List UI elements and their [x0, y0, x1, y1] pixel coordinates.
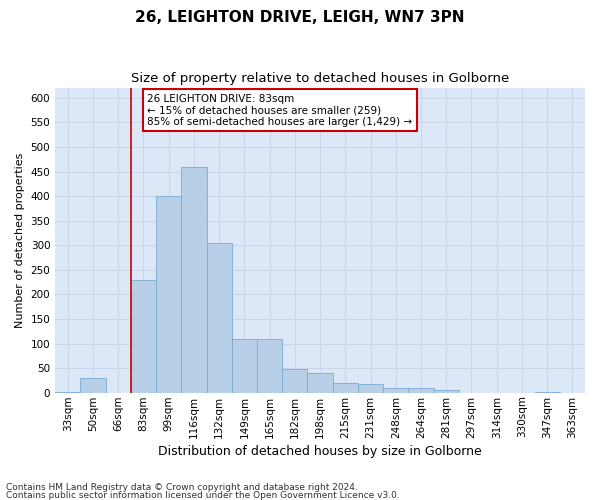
- Bar: [383, 388, 409, 392]
- Text: Contains public sector information licensed under the Open Government Licence v3: Contains public sector information licen…: [6, 490, 400, 500]
- Bar: [282, 369, 307, 392]
- Bar: [358, 384, 383, 392]
- Bar: [434, 390, 459, 392]
- Bar: [332, 383, 358, 392]
- Bar: [80, 378, 106, 392]
- Bar: [409, 388, 434, 392]
- X-axis label: Distribution of detached houses by size in Golborne: Distribution of detached houses by size …: [158, 444, 482, 458]
- Bar: [232, 338, 257, 392]
- Bar: [257, 338, 282, 392]
- Bar: [156, 196, 181, 392]
- Bar: [181, 166, 206, 392]
- Bar: [206, 243, 232, 392]
- Y-axis label: Number of detached properties: Number of detached properties: [15, 152, 25, 328]
- Bar: [307, 373, 332, 392]
- Text: 26 LEIGHTON DRIVE: 83sqm
← 15% of detached houses are smaller (259)
85% of semi-: 26 LEIGHTON DRIVE: 83sqm ← 15% of detach…: [147, 94, 412, 127]
- Bar: [131, 280, 156, 392]
- Text: Contains HM Land Registry data © Crown copyright and database right 2024.: Contains HM Land Registry data © Crown c…: [6, 484, 358, 492]
- Title: Size of property relative to detached houses in Golborne: Size of property relative to detached ho…: [131, 72, 509, 86]
- Text: 26, LEIGHTON DRIVE, LEIGH, WN7 3PN: 26, LEIGHTON DRIVE, LEIGH, WN7 3PN: [135, 10, 465, 25]
